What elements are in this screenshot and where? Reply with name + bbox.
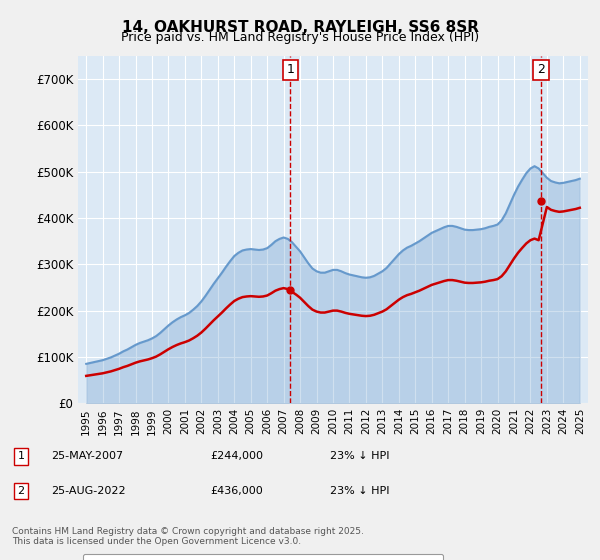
Text: Contains HM Land Registry data © Crown copyright and database right 2025.
This d: Contains HM Land Registry data © Crown c… xyxy=(12,526,364,546)
Text: 23% ↓ HPI: 23% ↓ HPI xyxy=(330,486,389,496)
Legend: 14, OAKHURST ROAD, RAYLEIGH, SS6 8SR (detached house), HPI: Average price, detac: 14, OAKHURST ROAD, RAYLEIGH, SS6 8SR (de… xyxy=(83,554,443,560)
Text: 1: 1 xyxy=(17,451,25,461)
Text: 23% ↓ HPI: 23% ↓ HPI xyxy=(330,451,389,461)
Text: 2: 2 xyxy=(537,63,545,76)
Text: £436,000: £436,000 xyxy=(210,486,263,496)
Text: £244,000: £244,000 xyxy=(210,451,263,461)
Text: Price paid vs. HM Land Registry's House Price Index (HPI): Price paid vs. HM Land Registry's House … xyxy=(121,31,479,44)
Text: 25-AUG-2022: 25-AUG-2022 xyxy=(51,486,125,496)
Text: 14, OAKHURST ROAD, RAYLEIGH, SS6 8SR: 14, OAKHURST ROAD, RAYLEIGH, SS6 8SR xyxy=(121,20,479,35)
Text: 2: 2 xyxy=(17,486,25,496)
Text: 1: 1 xyxy=(286,63,294,76)
Text: 25-MAY-2007: 25-MAY-2007 xyxy=(51,451,123,461)
